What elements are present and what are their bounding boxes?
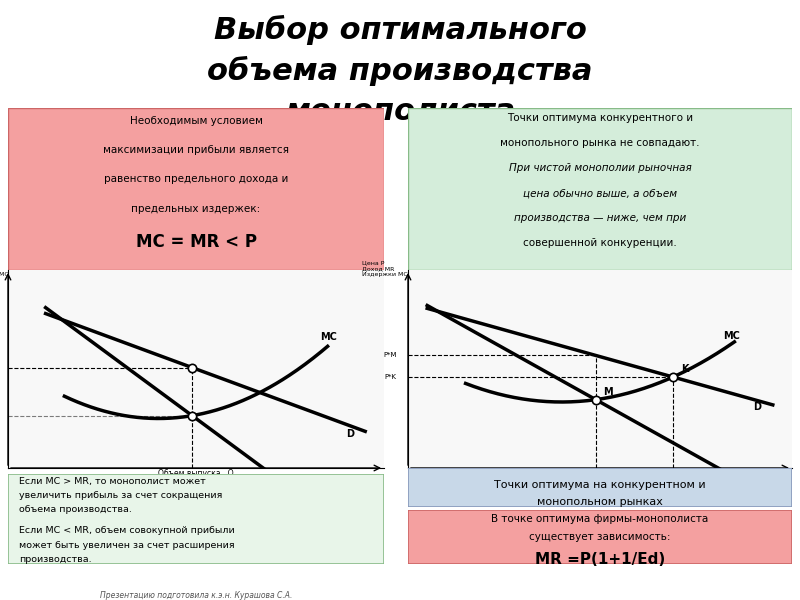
Text: Презентацию подготовила к.э.н. Курашова С.А.: Презентацию подготовила к.э.н. Курашова … xyxy=(100,591,292,600)
X-axis label: Объем выпуска   Q: Объем выпуска Q xyxy=(158,469,234,478)
Text: MC: MC xyxy=(320,332,337,343)
FancyBboxPatch shape xyxy=(408,468,792,507)
Text: P*M: P*M xyxy=(383,352,397,358)
Text: производства.: производства. xyxy=(19,555,92,564)
Text: существует зависимость:: существует зависимость: xyxy=(530,532,670,542)
FancyBboxPatch shape xyxy=(408,108,792,270)
Text: MC: MC xyxy=(723,331,740,341)
Text: предельных издержек:: предельных издержек: xyxy=(131,203,261,214)
Text: MC = MR < P: MC = MR < P xyxy=(135,233,257,251)
Text: MR: MR xyxy=(734,488,751,498)
X-axis label: Объем выпуска   Q: Объем выпуска Q xyxy=(562,469,638,478)
Text: 0: 0 xyxy=(413,476,418,485)
Text: Точки оптимума конкурентного и: Точки оптимума конкурентного и xyxy=(507,113,693,123)
Text: Q*K: Q*K xyxy=(666,476,680,482)
Text: Точки оптимума на конкурентном и: Точки оптимума на конкурентном и xyxy=(494,480,706,490)
Text: MR =P(1+1/Ed): MR =P(1+1/Ed) xyxy=(535,552,665,567)
Text: цена обычно выше, а объем: цена обычно выше, а объем xyxy=(523,188,677,198)
Text: В точке оптимума фирмы-монополиста: В точке оптимума фирмы-монополиста xyxy=(491,514,709,524)
Text: 0: 0 xyxy=(13,478,18,487)
Text: совершенной конкуренции.: совершенной конкуренции. xyxy=(523,238,677,248)
Text: Если MC < MR, объем совокупной прибыли: Если MC < MR, объем совокупной прибыли xyxy=(19,526,235,535)
Text: Q*: Q* xyxy=(186,478,198,487)
Text: Цена P
Доход MR
Издержки MC: Цена P Доход MR Издержки MC xyxy=(362,260,408,277)
Text: D: D xyxy=(346,430,354,439)
Text: Выбор оптимального: Выбор оптимального xyxy=(214,15,586,46)
Text: Необходимым условием: Необходимым условием xyxy=(130,116,262,126)
Text: K: K xyxy=(681,364,688,374)
Text: При чистой монополии рыночная: При чистой монополии рыночная xyxy=(509,163,691,173)
Text: производства — ниже, чем при: производства — ниже, чем при xyxy=(514,213,686,223)
Text: равенство предельного дохода и: равенство предельного дохода и xyxy=(104,175,288,184)
Text: M: M xyxy=(603,386,613,397)
Text: объема производства.: объема производства. xyxy=(19,505,132,514)
Text: Если MC > MR, то монополист может: Если MC > MR, то монополист может xyxy=(19,476,206,486)
Text: P*K: P*K xyxy=(385,374,397,380)
Text: объема производства: объема производства xyxy=(207,56,593,86)
FancyBboxPatch shape xyxy=(408,510,792,564)
Text: монопольном рынках: монопольном рынках xyxy=(537,497,663,507)
Text: Q*M: Q*M xyxy=(589,476,603,482)
FancyBboxPatch shape xyxy=(8,474,384,564)
FancyBboxPatch shape xyxy=(8,108,384,270)
Text: Цена P
Доход MR
Издержки MC: Цена P Доход MR Издержки MC xyxy=(0,260,9,277)
Text: монопольного рынка не совпадают.: монопольного рынка не совпадают. xyxy=(500,138,700,148)
Text: D: D xyxy=(754,402,762,412)
Text: увеличить прибыль за счет сокращения: увеличить прибыль за счет сокращения xyxy=(19,491,222,500)
Text: максимизации прибыли является: максимизации прибыли является xyxy=(103,145,289,155)
Text: монополиста: монополиста xyxy=(285,97,515,126)
Text: может быть увеличен за счет расширения: может быть увеличен за счет расширения xyxy=(19,541,235,550)
